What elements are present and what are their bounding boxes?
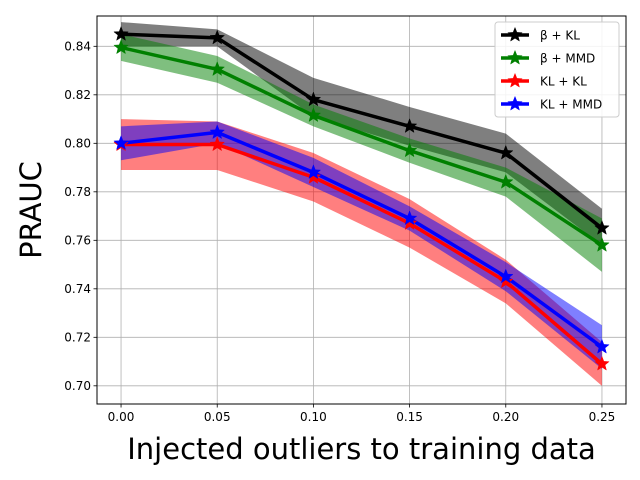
plot-frame [96, 15, 627, 405]
series-line [121, 142, 604, 366]
legend: β + KL β + MMD KL + KL KL + MMD [494, 21, 620, 118]
star-marker [305, 164, 322, 180]
star-marker [113, 135, 129, 150]
star-marker [305, 169, 322, 184]
star-marker [305, 107, 322, 123]
y-tick-label: 0.76 [64, 234, 91, 248]
series-markers [113, 25, 610, 371]
x-tick-label: 0.10 [300, 410, 327, 424]
legend-label: β + MMD [540, 51, 595, 65]
x-tick-label: 0.20 [492, 410, 519, 424]
legend-marker [507, 49, 523, 65]
star-marker [594, 338, 610, 354]
legend-label: β + KL [540, 28, 580, 42]
star-marker [209, 136, 226, 152]
star-marker [401, 215, 418, 230]
star-marker [594, 236, 610, 252]
y-tick-label: 0.80 [64, 137, 91, 151]
star-marker [497, 268, 514, 284]
star-marker [401, 118, 418, 133]
series-line [120, 130, 603, 349]
x-tick-label: 0.25 [589, 410, 616, 424]
series-lines [120, 32, 604, 366]
star-marker [594, 219, 610, 235]
confidence-band [121, 22, 602, 246]
legend-marker [507, 72, 523, 88]
star-marker [401, 210, 418, 226]
axis-ticks: 0.00 0.05 0.10 0.15 0.20 0.25 0.70 0.72 0.74 0.76… [64, 40, 615, 424]
x-tick-label: 0.00 [108, 410, 135, 424]
y-tick-label: 0.84 [64, 40, 91, 54]
star-marker [209, 124, 226, 140]
star-marker [113, 25, 129, 41]
star-marker [497, 144, 514, 160]
star-marker [113, 39, 129, 55]
legend-label: KL + KL [540, 74, 587, 88]
legend-marker [507, 26, 523, 42]
series-line [120, 45, 603, 247]
y-tick-label: 0.72 [64, 331, 91, 345]
x-tick-label: 0.05 [204, 410, 231, 424]
x-axis-label: Injected outliers to training data [127, 432, 596, 466]
series-line [120, 32, 604, 230]
legend-marker [507, 95, 523, 111]
y-tick-label: 0.70 [64, 379, 91, 393]
x-tick-label: 0.15 [396, 410, 423, 424]
legend-label: KL + MMD [540, 97, 602, 111]
legend-box [494, 21, 620, 118]
star-marker [594, 355, 610, 371]
star-marker [305, 91, 322, 107]
y-tick-label: 0.82 [64, 88, 91, 102]
y-axis-label: PRAUC [14, 161, 48, 259]
star-marker [497, 173, 514, 189]
y-tick-label: 0.78 [64, 185, 91, 199]
star-marker [497, 273, 514, 289]
star-marker [209, 29, 226, 45]
star-marker [401, 142, 418, 158]
star-marker [209, 61, 226, 76]
y-tick-label: 0.74 [64, 282, 91, 296]
